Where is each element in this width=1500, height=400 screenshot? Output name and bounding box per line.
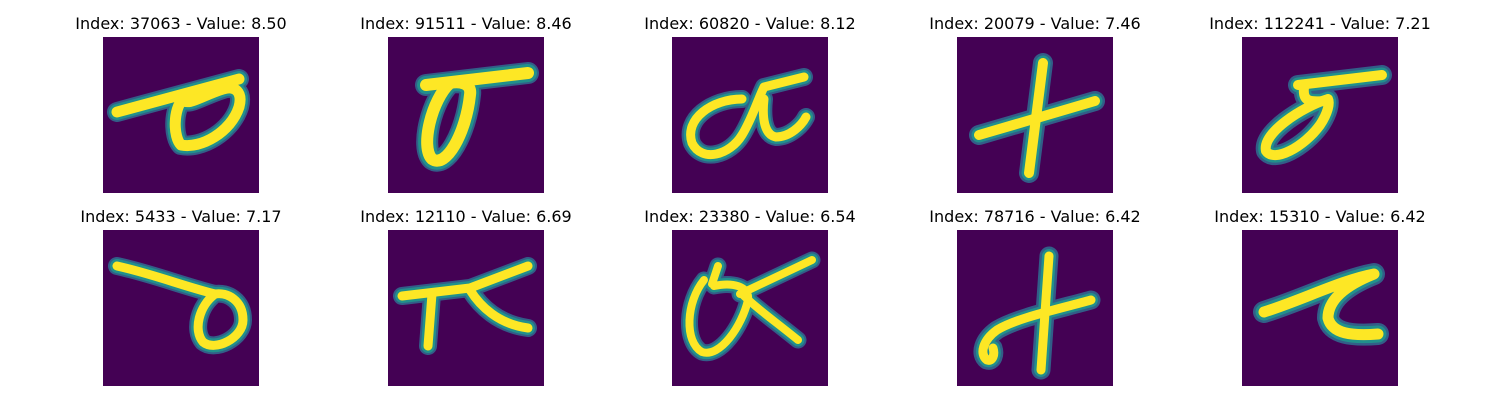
digit-image bbox=[103, 230, 259, 386]
digit-image bbox=[1242, 230, 1398, 386]
panel-title: Index: 5433 - Value: 7.17 bbox=[80, 207, 282, 226]
digit-image bbox=[672, 37, 828, 193]
digit-image bbox=[1242, 37, 1398, 193]
digit-image bbox=[388, 37, 544, 193]
panel-title: Index: 78716 - Value: 6.42 bbox=[929, 207, 1141, 226]
digit-image bbox=[388, 230, 544, 386]
panel-title: Index: 12110 - Value: 6.69 bbox=[360, 207, 572, 226]
panel-title: Index: 15310 - Value: 6.42 bbox=[1214, 207, 1426, 226]
digit-image bbox=[957, 230, 1113, 386]
panel-title: Index: 60820 - Value: 8.12 bbox=[644, 14, 856, 33]
panel-title: Index: 20079 - Value: 7.46 bbox=[929, 14, 1141, 33]
digit-image bbox=[957, 37, 1113, 193]
panel-title: Index: 37063 - Value: 8.50 bbox=[75, 14, 287, 33]
digit-image bbox=[103, 37, 259, 193]
digit-image bbox=[672, 230, 828, 386]
panel-title: Index: 112241 - Value: 7.21 bbox=[1209, 14, 1431, 33]
panel-title: Index: 23380 - Value: 6.54 bbox=[644, 207, 856, 226]
panel-title: Index: 91511 - Value: 8.46 bbox=[360, 14, 572, 33]
